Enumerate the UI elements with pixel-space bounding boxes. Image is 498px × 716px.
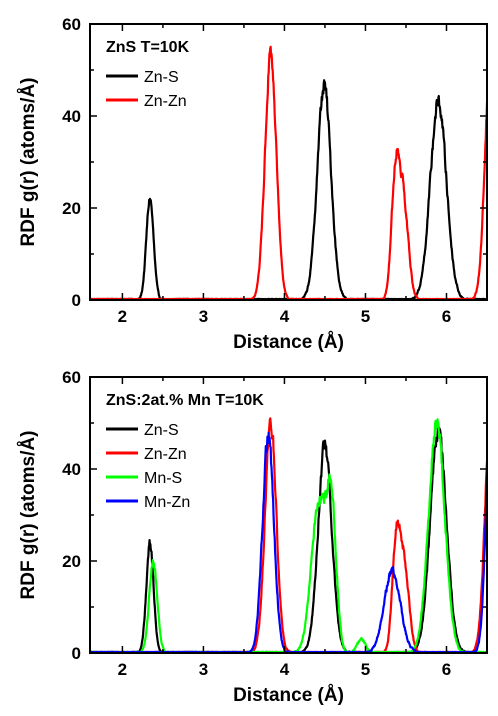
y-tick-label: 40: [62, 107, 81, 126]
y-tick-label: 20: [62, 199, 81, 218]
x-tick-label: 4: [280, 660, 290, 679]
x-tick-label: 3: [199, 660, 208, 679]
x-tick-label: 5: [361, 307, 370, 326]
y-tick-label: 40: [62, 460, 81, 479]
x-axis-label: Distance (Å): [233, 332, 344, 353]
legend-label: Zn-S: [144, 69, 179, 86]
plot-frame: [89, 23, 488, 301]
x-tick-label: 2: [118, 660, 127, 679]
x-tick-label: 6: [442, 307, 451, 326]
y-tick-label: 0: [72, 291, 81, 310]
y-tick-label: 0: [72, 644, 81, 663]
x-tick-label: 2: [118, 307, 127, 326]
legend-label: Mn-S: [144, 470, 182, 487]
y-axis-label: RDF g(r) (atoms/Å): [18, 431, 39, 600]
x-tick-label: 4: [280, 307, 290, 326]
x-axis-label: Distance (Å): [233, 685, 344, 706]
panel-title: ZnS:2at.% Mn T=10K: [106, 392, 264, 409]
legend-label: Zn-Zn: [144, 446, 187, 463]
y-tick-label: 20: [62, 552, 81, 571]
x-tick-label: 5: [361, 660, 370, 679]
legend-label: Zn-Zn: [144, 93, 187, 110]
y-tick-label: 60: [62, 368, 81, 387]
series-line-zn-s: [90, 79, 487, 300]
y-tick-label: 60: [62, 15, 81, 34]
panel-title: ZnS T=10K: [106, 39, 190, 56]
y-axis-label: RDF g(r) (atoms/Å): [18, 78, 39, 247]
plot-frame: [89, 376, 488, 654]
x-tick-label: 3: [199, 307, 208, 326]
legend-label: Mn-Zn: [144, 494, 190, 511]
legend-label: Zn-S: [144, 422, 179, 439]
legend: Zn-S Zn-Zn Mn-S Mn-Zn: [106, 422, 190, 511]
legend: Zn-S Zn-Zn: [106, 69, 187, 110]
x-tick-label: 6: [442, 660, 451, 679]
